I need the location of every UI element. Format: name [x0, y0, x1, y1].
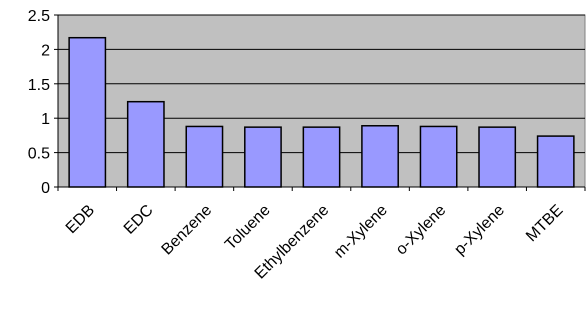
axes — [54, 14, 586, 191]
x-category-label: Toluene — [222, 202, 274, 254]
y-tick-label: 0 — [41, 180, 50, 197]
x-category-label: m-Xylene — [331, 202, 391, 262]
bar-ethylbenzene — [302, 126, 341, 188]
x-category-label: EDC — [121, 202, 157, 238]
y-tick-label: 2 — [41, 42, 50, 59]
x-category-labels: EDB EDC Benzene TolueneEthylbenzenem-Xylene… — [63, 202, 567, 283]
y-tick-label: 0.5 — [28, 146, 50, 163]
x-category-label: o-Xylene — [393, 202, 450, 259]
bar-benzene — [185, 125, 224, 188]
x-category-label: MTBE — [523, 202, 566, 245]
x-category-label: Benzene — [159, 202, 216, 259]
y-tick-label: 1.5 — [28, 77, 50, 94]
bar-edc — [126, 100, 165, 188]
bar-p-xylene — [478, 126, 517, 188]
bar-mtbe — [536, 135, 575, 188]
y-tick-labels: 0 0.5 1 1.5 2 2.5 — [28, 8, 50, 197]
x-category-label: p-Xylene — [451, 202, 508, 259]
y-tick-label: 2.5 — [28, 8, 50, 25]
x-category-label: EDB — [63, 202, 98, 237]
bar-m-xylene — [361, 125, 399, 188]
bar-o-xylene — [419, 125, 458, 188]
bar-edb — [68, 36, 107, 188]
y-tick-label: 1 — [41, 111, 50, 128]
bar-toluene — [244, 126, 282, 188]
bars — [68, 36, 575, 188]
